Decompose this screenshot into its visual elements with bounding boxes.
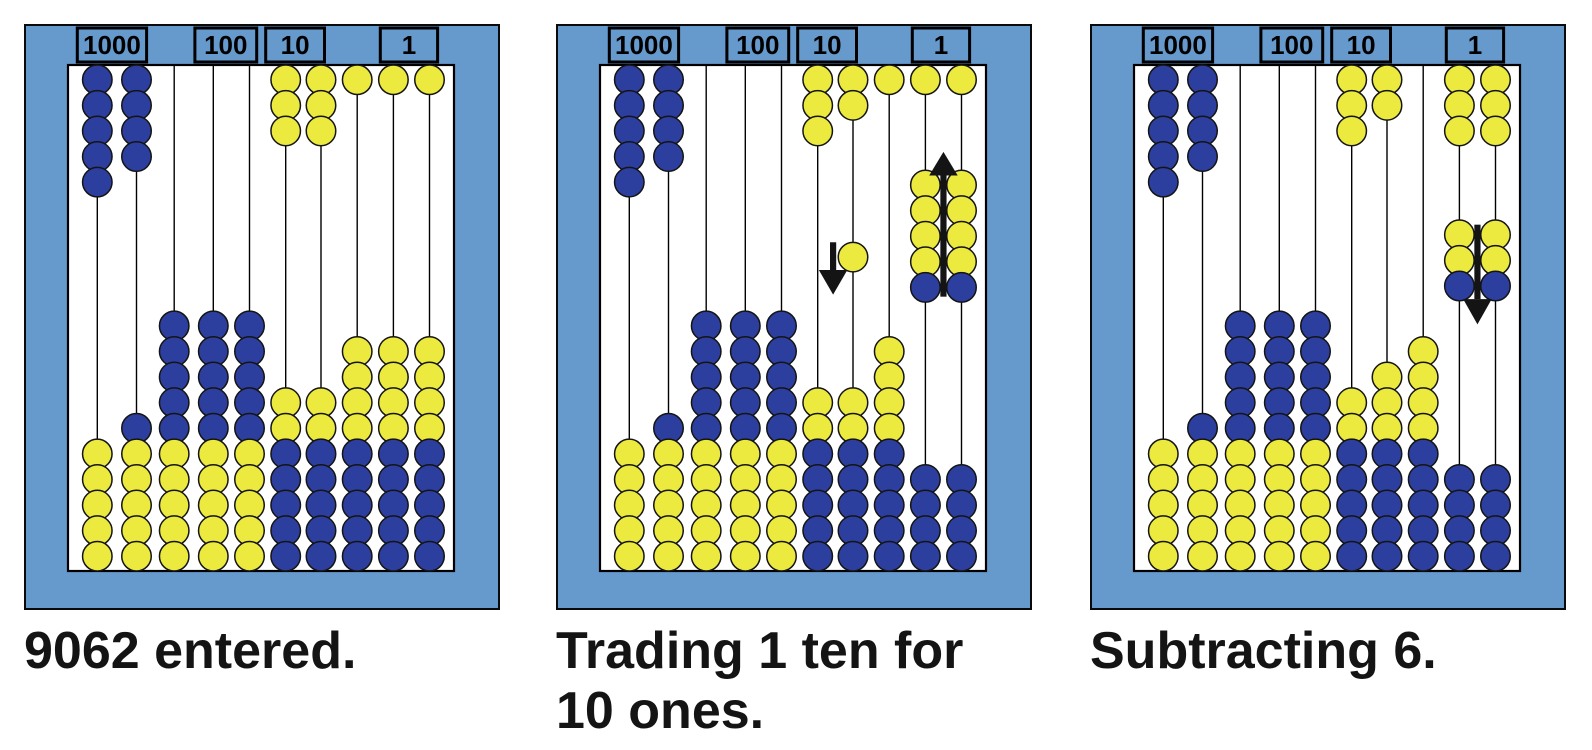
- svg-text:10: 10: [1347, 30, 1376, 60]
- svg-text:1: 1: [934, 30, 948, 60]
- svg-text:1000: 1000: [83, 30, 141, 60]
- svg-text:1: 1: [1468, 30, 1482, 60]
- svg-text:10: 10: [813, 30, 842, 60]
- svg-text:100: 100: [736, 30, 779, 60]
- svg-text:1000: 1000: [1149, 30, 1207, 60]
- svg-text:100: 100: [1270, 30, 1313, 60]
- svg-text:10: 10: [281, 30, 310, 60]
- svg-text:1000: 1000: [615, 30, 673, 60]
- svg-text:100: 100: [204, 30, 247, 60]
- svg-text:1: 1: [402, 30, 416, 60]
